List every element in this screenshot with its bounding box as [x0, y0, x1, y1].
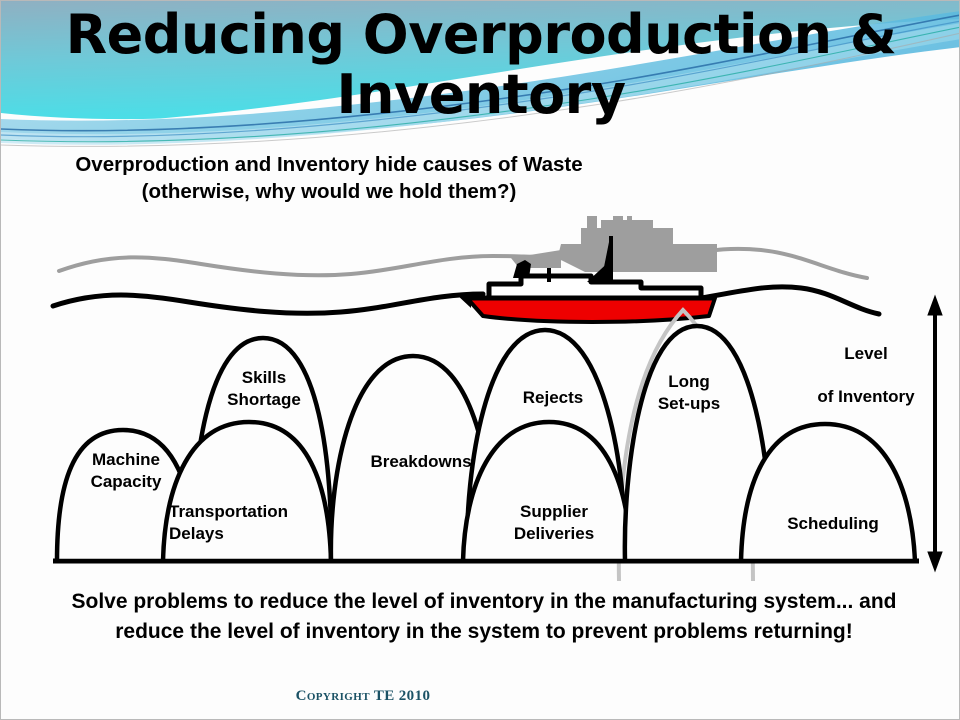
subtitle-line-2: (otherwise, why would we hold them?) — [141, 180, 517, 204]
page-title: Reducing Overproduction & Inventory — [1, 3, 959, 127]
rock-label-scheduling: Scheduling — [787, 514, 879, 533]
bottom-message-line-2: reduce the level of inventory in the sys… — [115, 619, 853, 643]
waterline-icon-left — [50, 291, 486, 316]
previous-waterline-icon — [57, 246, 869, 280]
rock-label-skills-shortage: Skills Shortage — [227, 368, 301, 409]
rock-label-supplier-deliveries: Supplier Deliveries — [513, 502, 595, 543]
inventory-level-label-line-1: Level — [844, 343, 888, 363]
ghost-ship-icon — [511, 216, 717, 272]
subtitle-line-1: Overproduction and Inventory hide causes… — [75, 153, 583, 176]
title-line-2: Inventory — [336, 63, 626, 127]
rock-transportation-delays — [160, 419, 334, 564]
subtitle: Overproduction and Inventory hide causes… — [9, 151, 649, 205]
inventory-level-label-line-2: of Inventory — [817, 387, 915, 407]
rock-label-rejects: Rejects — [522, 388, 584, 407]
rock-label-breakdowns: Breakdowns — [370, 452, 472, 471]
rock-label-machine-capacity: Machine Capacity — [90, 450, 162, 491]
ship-icon — [456, 236, 717, 324]
title-line-1: Reducing Overproduction & — [65, 3, 897, 66]
rock-label-long-set-ups: Long Set-ups — [657, 372, 721, 413]
double-arrow-icon — [927, 294, 943, 573]
bottom-message: Solve problems to reduce the level of in… — [1, 587, 959, 647]
inventory-rocks-diagram — [1, 216, 959, 581]
rock-scheduling — [738, 421, 918, 564]
inventory-level-label: Level of Inventory — [785, 321, 947, 430]
copyright-footer: Copyright TE 2010 — [295, 688, 431, 704]
rock-label-transportation-delays: Transportation Delays — [169, 502, 289, 543]
waterline-icon-right — [698, 284, 882, 317]
rock-shapes-group — [54, 323, 918, 564]
bottom-message-line-1: Solve problems to reduce the level of in… — [71, 590, 897, 613]
